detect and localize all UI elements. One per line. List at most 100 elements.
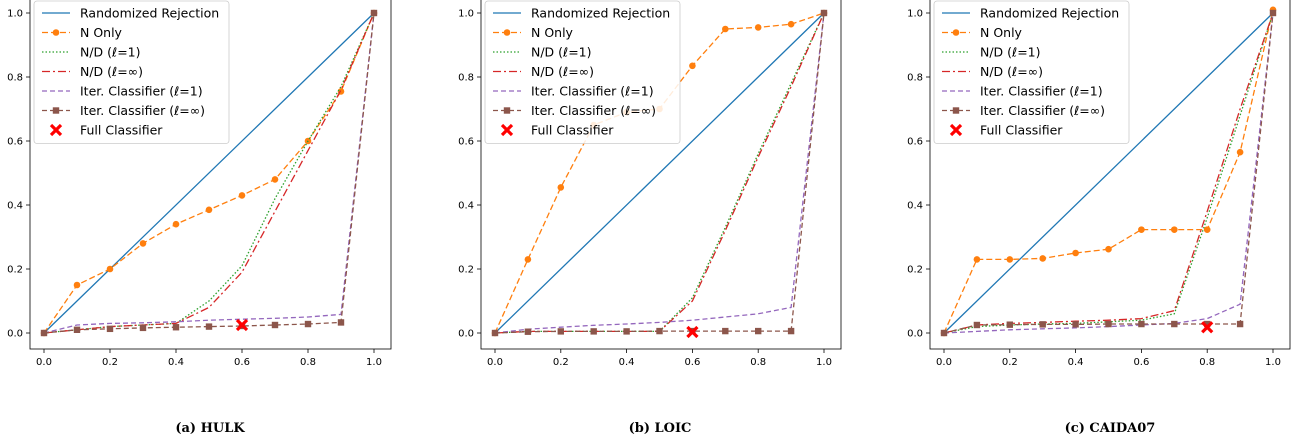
- legend-label-ic1: Iter. Classifier (ℓ=1): [980, 84, 1103, 99]
- series-line-nd1: [43, 12, 375, 334]
- point-nonly: [1039, 255, 1046, 262]
- point-icinf: [557, 328, 564, 335]
- plot-frame: [480, 0, 842, 350]
- point-icinf: [1006, 321, 1013, 328]
- point-icinf: [1204, 320, 1211, 328]
- point-icinf: [337, 319, 345, 326]
- y-tick-label: 0.4: [907, 201, 923, 212]
- x-tick-label: 0.6: [1133, 357, 1149, 368]
- point-nonly: [1006, 256, 1014, 263]
- point-nonly: [1171, 226, 1178, 233]
- marker-x-stroke: [686, 325, 699, 339]
- x-tick-label: 0.0: [936, 357, 952, 368]
- legend-box: [33, 0, 230, 144]
- series-line-ndinf: [43, 12, 375, 334]
- point-nonly: [1105, 245, 1112, 253]
- point-icinf: [205, 323, 213, 330]
- series-line-icinf: [943, 12, 1274, 334]
- point-icinf: [590, 328, 597, 335]
- plot-data: [40, 9, 378, 337]
- series-line-random: [43, 12, 375, 334]
- legend-label-nd1: N/D (ℓ=1): [531, 45, 592, 60]
- y-tick-label: 0.0: [458, 329, 474, 340]
- y-tick-label: 0.8: [7, 73, 23, 84]
- legend-marker-full: [49, 123, 63, 137]
- legend-box: [484, 0, 681, 144]
- point-icinf: [1138, 320, 1145, 328]
- point-icinf: [172, 324, 180, 331]
- point-icinf: [491, 329, 499, 337]
- point-nonly: [1236, 148, 1244, 156]
- point-icinf: [1105, 320, 1112, 328]
- legend-label-nonly: N Only: [80, 25, 123, 40]
- point-icinf: [1236, 320, 1244, 328]
- x-tick-label: 0.4: [168, 357, 184, 368]
- point-icinf: [271, 321, 279, 329]
- y-tick-label: 0.8: [907, 73, 923, 84]
- legend-marker-full: [949, 123, 963, 137]
- point-nonly: [172, 220, 180, 228]
- point-icinf: [1269, 9, 1277, 17]
- legend-marker-nonly: [503, 29, 511, 36]
- y-tick-label: 0.2: [907, 265, 923, 276]
- point-icinf: [940, 329, 948, 337]
- point-nonly: [139, 240, 147, 247]
- marker-full: [686, 325, 699, 339]
- series-line-ic1: [43, 12, 375, 334]
- panel-caption: (a) HULK: [175, 421, 245, 436]
- y-tick-label: 1.0: [7, 9, 23, 20]
- point-icinf: [139, 324, 147, 332]
- series-line-icinf: [43, 12, 375, 334]
- plot-data: [940, 6, 1277, 337]
- x-tick-label: 1.0: [366, 357, 382, 368]
- y-tick-label: 0.6: [458, 137, 474, 148]
- plot-frame: [929, 0, 1291, 350]
- point-icinf: [370, 9, 378, 17]
- panel-caption: (b) LOIC: [629, 421, 692, 436]
- y-tick-label: 0.6: [7, 137, 23, 148]
- y-tick-label: 0.4: [458, 201, 474, 212]
- point-nonly: [787, 20, 795, 28]
- point-nonly: [722, 25, 729, 33]
- x-tick-label: 0.2: [102, 357, 118, 368]
- point-icinf: [755, 327, 762, 335]
- y-tick-label: 1.0: [907, 9, 923, 20]
- point-nonly: [557, 184, 565, 191]
- x-tick-label: 0.0: [36, 357, 52, 368]
- point-icinf: [722, 327, 729, 335]
- legend-label-random: Randomized Rejection: [531, 6, 670, 21]
- legend-marker-nonly: [952, 29, 960, 36]
- legend-box: [933, 0, 1130, 144]
- legend-label-icinf: Iter. Classifier (ℓ=∞): [980, 103, 1105, 118]
- legend-label-nd1: N/D (ℓ=1): [980, 45, 1041, 60]
- chart-panel-1: 0.0 0.2 0.4 0.6 0.8 1.0 0.0 0.2 0.4 0.6 0.8 1.0 Rand…: [458, 0, 842, 436]
- panel-caption: (c) CAIDA07: [1065, 421, 1156, 436]
- y-tick-label: 1.0: [458, 9, 474, 20]
- legend-marker-nonly: [52, 29, 60, 36]
- point-icinf: [1039, 321, 1046, 328]
- series-line-ndinf: [943, 12, 1274, 334]
- point-nonly: [205, 206, 213, 214]
- point-icinf: [973, 321, 981, 329]
- x-tick-label: 0.6: [234, 357, 250, 368]
- chart-panel-2: 0.0 0.2 0.4 0.6 0.8 1.0 0.0 0.2 0.4 0.6 0.8 1.0 Rand…: [907, 0, 1291, 436]
- y-tick-label: 0.8: [458, 73, 474, 84]
- point-icinf: [656, 327, 663, 335]
- y-tick-label: 0.4: [7, 201, 23, 212]
- legend-marker-icinf: [952, 107, 960, 114]
- x-tick-label: 0.4: [1068, 357, 1084, 368]
- marker-x-stroke: [1201, 321, 1214, 334]
- legend-label-nonly: N Only: [531, 25, 574, 40]
- series-line-random: [943, 12, 1274, 334]
- point-icinf: [623, 328, 630, 335]
- legend-label-ndinf: N/D (ℓ=∞): [980, 64, 1043, 79]
- y-tick-label: 0.6: [907, 137, 923, 148]
- legend-label-nonly: N Only: [980, 25, 1023, 40]
- point-nonly: [1138, 226, 1145, 233]
- point-icinf: [73, 326, 81, 333]
- y-tick-label: 0.0: [907, 329, 923, 340]
- legend-label-ic1: Iter. Classifier (ℓ=1): [531, 84, 654, 99]
- point-nonly: [1072, 249, 1079, 257]
- marker-full: [235, 318, 249, 332]
- point-icinf: [787, 327, 795, 335]
